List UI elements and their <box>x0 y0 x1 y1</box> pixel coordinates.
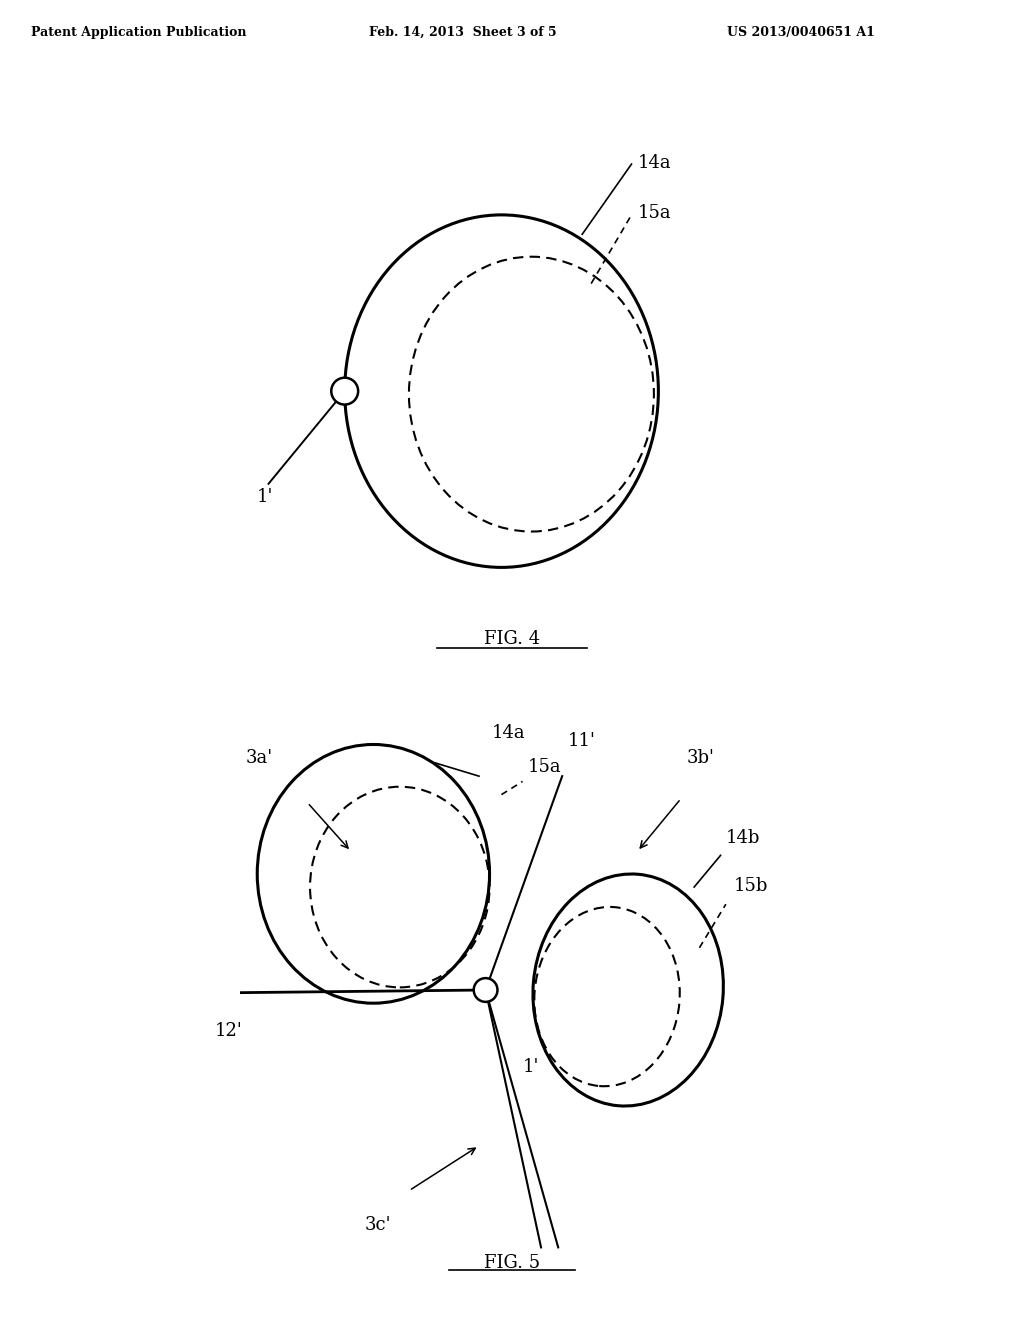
Circle shape <box>474 978 498 1002</box>
Text: 3b': 3b' <box>686 748 714 767</box>
Text: 1': 1' <box>257 487 273 506</box>
Text: 3a': 3a' <box>246 748 272 767</box>
Text: Patent Application Publication: Patent Application Publication <box>31 26 246 40</box>
Text: 14a: 14a <box>493 723 526 742</box>
Text: 15a: 15a <box>527 758 561 776</box>
Text: 15a: 15a <box>638 205 671 222</box>
Text: 14b: 14b <box>726 829 760 847</box>
Text: US 2013/0040651 A1: US 2013/0040651 A1 <box>727 26 874 40</box>
Text: FIG. 5: FIG. 5 <box>484 1254 540 1272</box>
Text: 3c': 3c' <box>365 1216 391 1234</box>
Text: FIG. 4: FIG. 4 <box>484 630 540 648</box>
Text: Feb. 14, 2013  Sheet 3 of 5: Feb. 14, 2013 Sheet 3 of 5 <box>369 26 556 40</box>
Text: 1': 1' <box>522 1057 539 1076</box>
Text: 11': 11' <box>567 731 595 750</box>
Text: 14a: 14a <box>638 153 671 172</box>
Text: 12': 12' <box>215 1022 243 1040</box>
Circle shape <box>332 378 358 404</box>
Text: 15b: 15b <box>734 876 768 895</box>
